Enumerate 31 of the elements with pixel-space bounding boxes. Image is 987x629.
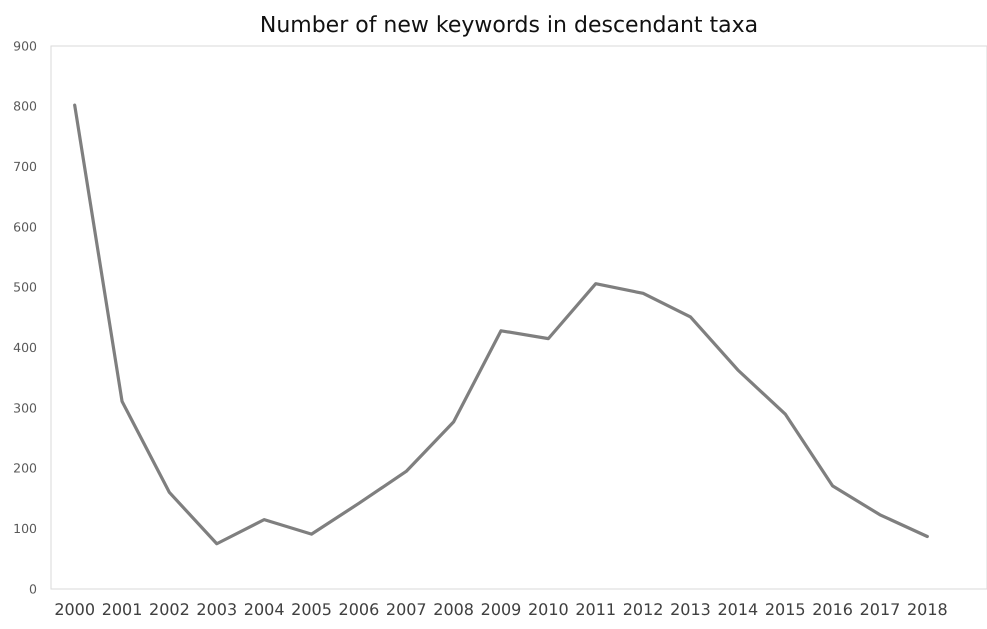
y-tick-label: 900: [13, 38, 38, 54]
x-tick-label: 2010: [528, 600, 569, 619]
x-tick-label: 2003: [196, 600, 238, 619]
y-tick-label: 500: [13, 280, 38, 295]
x-tick-label: 2016: [812, 600, 853, 619]
x-tick-label: 2000: [54, 600, 96, 619]
x-tick-label: 2014: [717, 600, 758, 619]
chart-title: Number of new keywords in descendant taxa: [260, 13, 758, 38]
y-tick-label: 600: [13, 219, 38, 234]
y-tick-label: 300: [13, 400, 38, 416]
x-tick-label: 2015: [764, 600, 806, 619]
y-tick-label: 400: [13, 340, 38, 356]
x-tick-label: 2006: [338, 600, 380, 619]
y-tick-label: 700: [13, 159, 38, 174]
x-tick-label: 2007: [386, 600, 427, 619]
y-tick-label: 200: [13, 460, 38, 476]
y-tick-label: 0: [29, 581, 38, 596]
y-tick-label: 100: [13, 521, 38, 536]
x-tick-label: 2008: [433, 600, 474, 619]
x-tick-label: 2013: [670, 600, 711, 619]
x-tick-label: 2017: [860, 600, 900, 619]
x-tick-label: 2009: [480, 600, 522, 619]
line-series: [73, 104, 929, 546]
x-tick-label: 2004: [244, 600, 285, 619]
x-tick-label: 2018: [906, 600, 948, 619]
x-tick-label: 2005: [291, 600, 332, 619]
y-tick-label: 800: [13, 98, 38, 114]
x-tick-label: 2011: [575, 600, 616, 619]
x-tick-label: 2012: [622, 600, 664, 619]
x-tick-label: 2002: [149, 600, 190, 619]
x-tick-label: 2001: [102, 600, 142, 619]
